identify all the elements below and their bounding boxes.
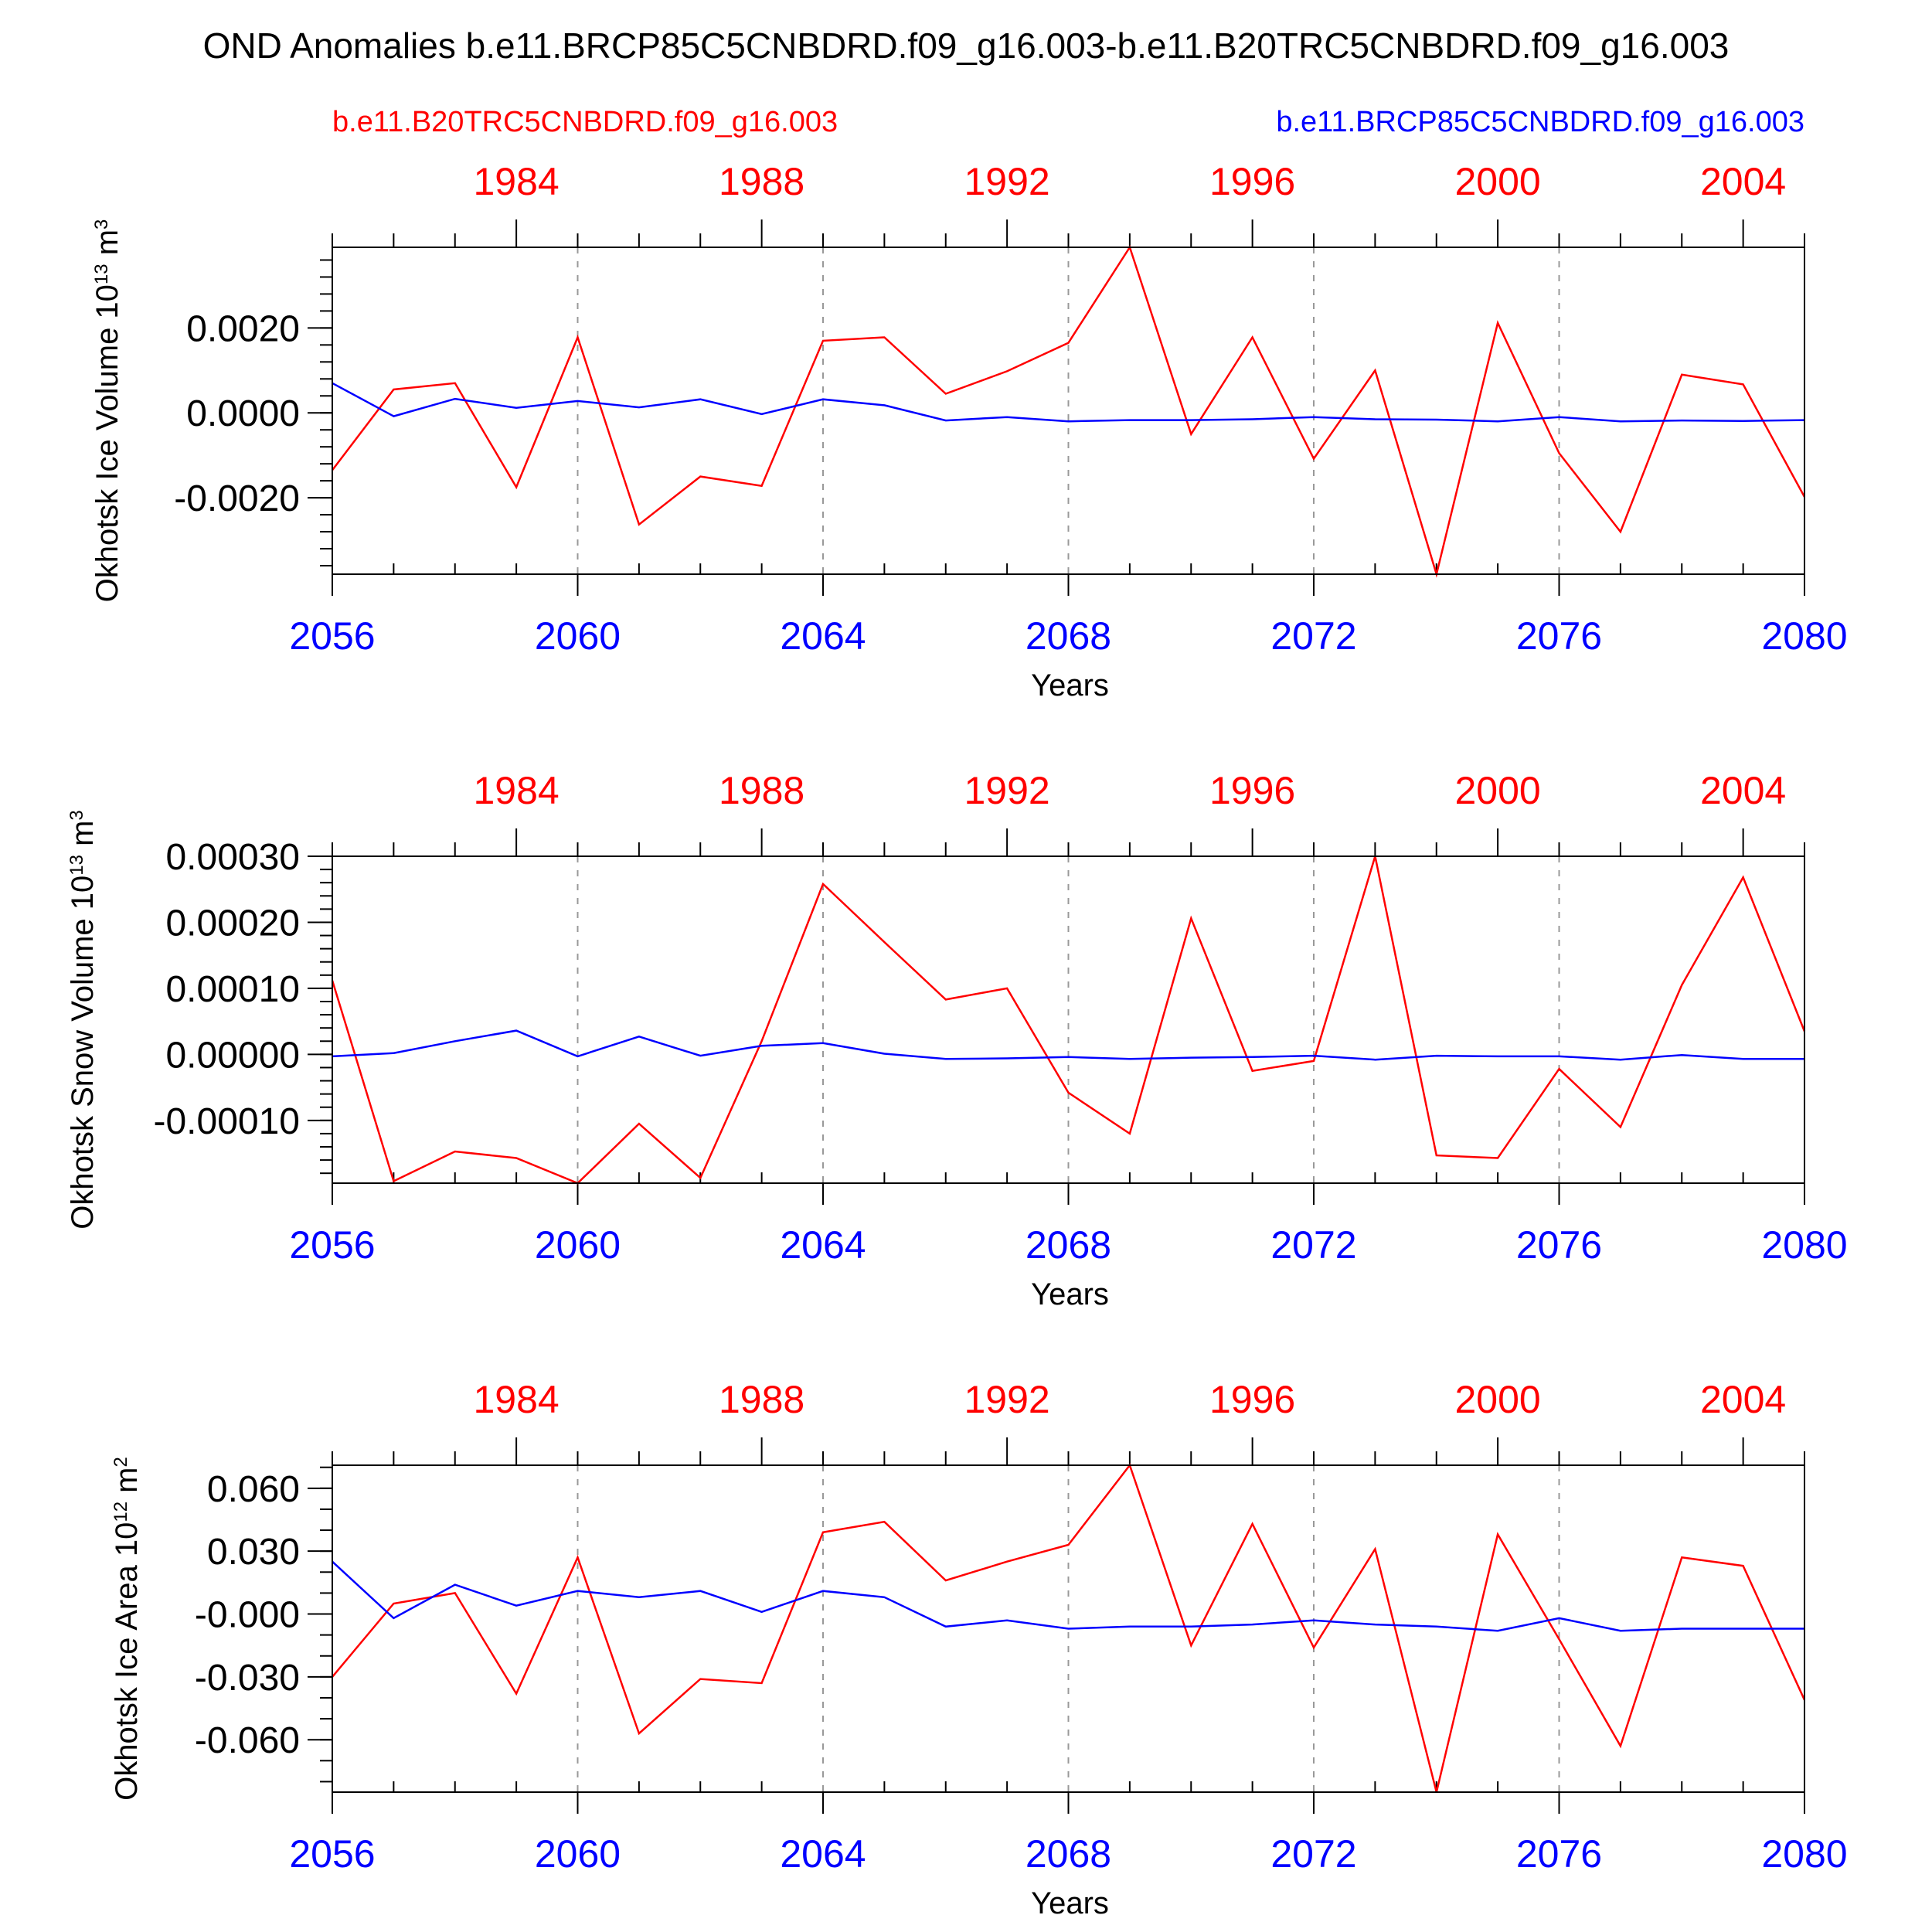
x-top-tick-label: 2004 [1700, 769, 1786, 812]
x-tick-label: 2060 [535, 1223, 621, 1267]
y-axis-label-part: 2 [111, 1457, 131, 1467]
y-tick-label: -0.030 [195, 1658, 300, 1699]
x-tick-label: 2064 [780, 614, 866, 658]
x-tick-label: 2080 [1761, 1223, 1847, 1267]
x-top-tick-label: 2004 [1700, 160, 1786, 203]
series-line-historical [332, 1463, 1806, 1793]
y-axis-label: Okhotsk Ice Area 1012 m2 [110, 1457, 144, 1801]
x-top-tick-label: 1988 [719, 769, 804, 812]
x-top-tick-label: 1984 [474, 1378, 560, 1421]
x-tick-label: 2076 [1516, 1832, 1602, 1876]
x-tick-label: 2056 [289, 614, 375, 658]
x-tick-label: 2080 [1761, 1832, 1847, 1876]
x-top-tick-label: 1996 [1209, 769, 1295, 812]
x-tick-label: 2064 [780, 1223, 866, 1267]
y-tick-label: 0.030 [207, 1532, 300, 1573]
x-tick-label: 2060 [535, 614, 621, 658]
y-tick-label: 0.00000 [165, 1035, 300, 1076]
x-top-tick-label: 1992 [964, 1378, 1050, 1421]
plot-frame [332, 855, 1805, 1184]
x-tick-label: 2072 [1270, 1223, 1356, 1267]
series-line-rcp85 [332, 382, 1805, 423]
x-tick-label: 2068 [1026, 1223, 1111, 1267]
y-axis-label-part: 3 [91, 219, 112, 230]
x-top-tick-label: 2004 [1700, 1378, 1786, 1421]
x-axis-label: Years [1031, 1886, 1109, 1920]
series-line-rcp85 [332, 1560, 1804, 1632]
y-axis-label-part: 12 [111, 1502, 131, 1522]
plot-frame [332, 1464, 1805, 1793]
x-top-tick-label: 1988 [719, 160, 804, 203]
y-axis-label: Okhotsk Ice Volume 1013 m3 [90, 219, 124, 603]
x-tick-label: 2068 [1026, 614, 1111, 658]
x-top-tick-label: 1996 [1209, 1378, 1295, 1421]
y-tick-label: -0.00010 [154, 1101, 301, 1142]
y-axis-label-part: m [90, 230, 124, 264]
y-axis-label-part: m [66, 821, 100, 855]
y-tick-label: 0.0020 [186, 308, 300, 349]
y-tick-label: 0.060 [207, 1469, 300, 1510]
y-axis-label-part: m [110, 1468, 144, 1502]
x-axis-label: Years [1031, 1277, 1109, 1311]
x-top-tick-label: 2000 [1455, 769, 1541, 812]
y-axis-label-part: Okhotsk Ice Volume 10 [90, 284, 124, 602]
x-tick-label: 2076 [1516, 1223, 1602, 1267]
x-tick-label: 2064 [780, 1832, 866, 1876]
series-line-rcp85 [332, 1029, 1804, 1061]
y-tick-label: -0.0020 [174, 478, 300, 519]
x-top-tick-label: 1996 [1209, 160, 1295, 203]
series-line-historical [332, 245, 1806, 578]
x-top-tick-label: 1988 [719, 1378, 804, 1421]
y-tick-label: 0.00020 [165, 903, 300, 944]
x-tick-label: 2060 [535, 1832, 621, 1876]
x-tick-label: 2068 [1026, 1832, 1111, 1876]
plot-frame [332, 247, 1805, 575]
panel-3: 2056 2060 2064 2068 2072 2076 2080 1984 1988 1992… [110, 1378, 1848, 1920]
x-top-tick-label: 2000 [1455, 1378, 1541, 1421]
x-top-tick-label: 1992 [964, 160, 1050, 203]
x-tick-label: 2072 [1270, 614, 1356, 658]
x-axis-label: Years [1031, 668, 1109, 702]
x-top-tick-label: 2000 [1455, 160, 1541, 203]
y-axis-label: Okhotsk Snow Volume 1013 m3 [66, 810, 100, 1230]
y-tick-label: -0.060 [195, 1720, 300, 1761]
x-top-tick-label: 1984 [474, 769, 560, 812]
x-tick-label: 2072 [1270, 1832, 1356, 1876]
x-tick-label: 2056 [289, 1832, 375, 1876]
y-tick-label: 0.0000 [186, 393, 300, 434]
y-tick-label: 0.00030 [165, 837, 300, 878]
x-tick-label: 2056 [289, 1223, 375, 1267]
chart-panels: 2056 2060 2064 2068 2072 2076 2080 1984 1988 1992… [66, 160, 1848, 1920]
x-top-tick-label: 1984 [474, 160, 560, 203]
x-tick-label: 2080 [1761, 614, 1847, 658]
y-tick-label: 0.00010 [165, 969, 300, 1010]
y-axis-label-part: 13 [66, 855, 87, 876]
panel-2: 2056 2060 2064 2068 2072 2076 2080 1984 1988 1992… [66, 769, 1848, 1311]
y-axis-label-part: 3 [66, 810, 87, 820]
y-axis-label-part: 13 [91, 264, 112, 284]
x-top-tick-label: 1992 [964, 769, 1050, 812]
x-tick-label: 2076 [1516, 614, 1602, 658]
series-line-historical [331, 855, 1806, 1185]
y-axis-label-part: Okhotsk Snow Volume 10 [66, 876, 100, 1230]
panel-1: 2056 2060 2064 2068 2072 2076 2080 1984 1988 1992… [90, 160, 1848, 702]
y-axis-label-part: Okhotsk Ice Area 10 [110, 1522, 144, 1801]
legend-left-label: b.e11.B20TRC5CNBDRD.f09_g16.003 [332, 106, 838, 138]
legend-right-label: b.e11.BRCP85C5CNBDRD.f09_g16.003 [1276, 106, 1804, 138]
y-tick-label: -0.000 [195, 1595, 300, 1636]
figure-title: OND Anomalies b.e11.BRCP85C5CNBDRD.f09_g… [203, 26, 1730, 66]
